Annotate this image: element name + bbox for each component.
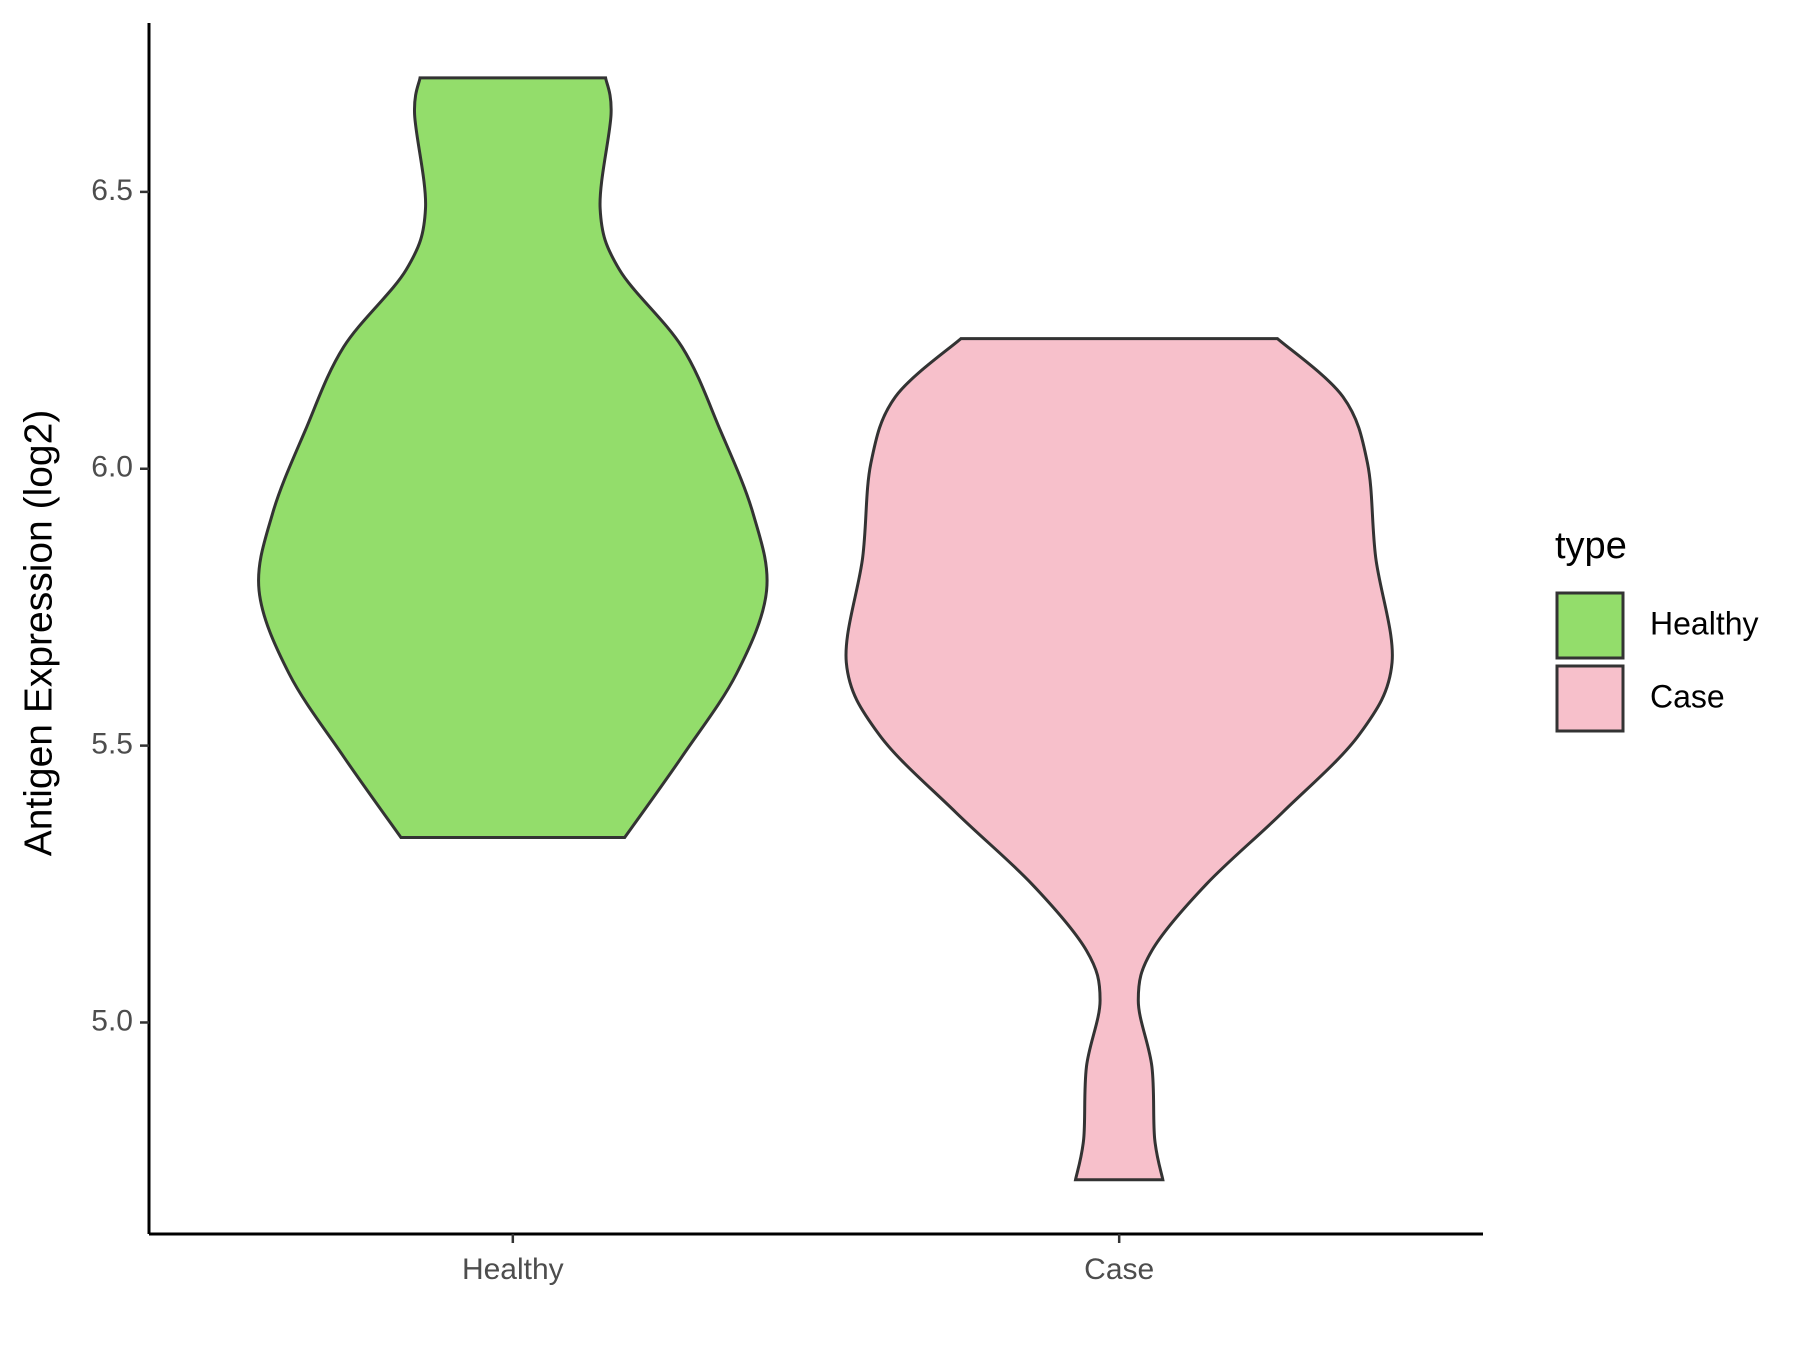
legend-key (1555, 591, 1625, 660)
violin (844, 337, 1394, 1182)
y-tick-label: 5.5 (91, 728, 133, 761)
legend-label: Healthy (1650, 605, 1759, 641)
y-tick-label: 6.0 (91, 451, 133, 484)
x-tick-label: Case (1084, 1253, 1154, 1286)
legend-label: Case (1650, 678, 1725, 714)
y-tick-label: 5.0 (91, 1004, 133, 1037)
legend-title: type (1555, 525, 1627, 567)
y-axis-title: Antigen Expression (log2) (17, 410, 60, 857)
violin (257, 76, 769, 840)
legend-key (1555, 664, 1625, 733)
x-tick-label: Healthy (462, 1253, 564, 1286)
y-tick-label: 6.5 (91, 174, 133, 207)
